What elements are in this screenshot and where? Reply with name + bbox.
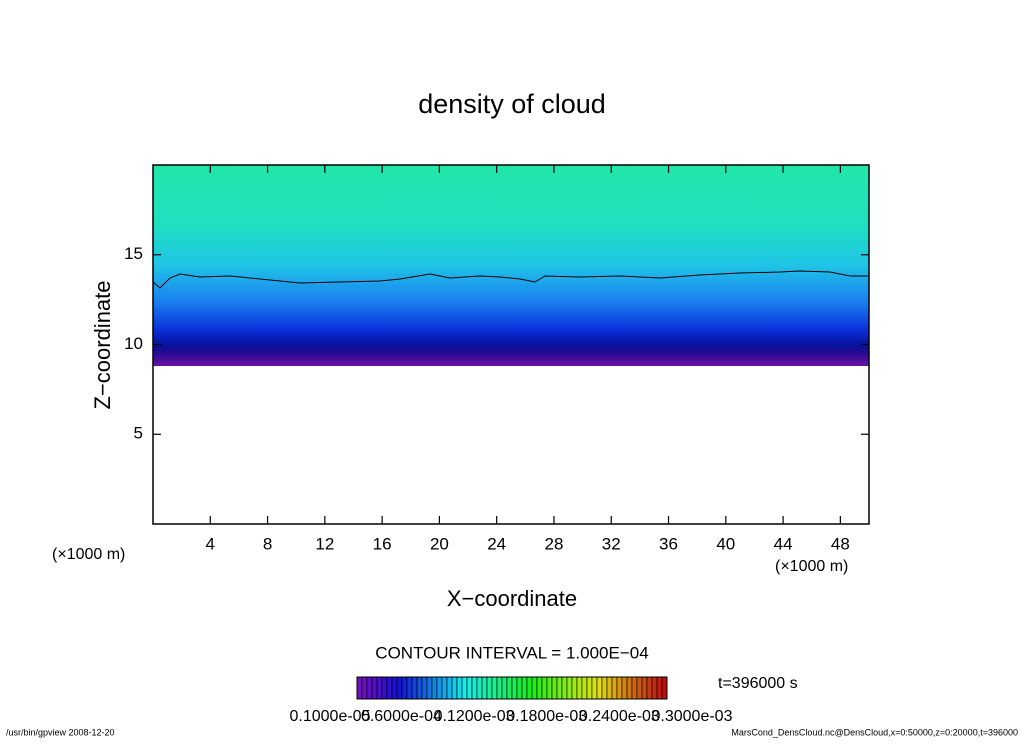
colorbar-cell [576, 676, 583, 700]
colorbar-cell [546, 676, 553, 700]
colorbar-cell [506, 676, 513, 700]
x-tick-label: 40 [716, 534, 735, 553]
colorbar-cell [646, 676, 653, 700]
colorbar-cell [366, 676, 373, 700]
chart-title: density of cloud [418, 89, 606, 119]
colorbar-cell [621, 676, 628, 700]
colorbar-cell [381, 676, 388, 700]
colorbar-label: 0.3000e-03 [652, 708, 733, 725]
density-field [153, 165, 869, 366]
colorbar-cell [601, 676, 608, 700]
x-tick-label: 48 [831, 534, 850, 553]
colorbar-cell [416, 676, 423, 700]
footer-right: MarsCond_DensCloud.nc@DensCloud,x=0:5000… [731, 727, 1018, 737]
colorbar-label: 0.1800e-03 [506, 708, 587, 725]
colorbar-cell [556, 676, 563, 700]
x-tick-label: 12 [315, 534, 334, 553]
colorbar-cell [561, 676, 568, 700]
colorbar-cell [591, 676, 598, 700]
colorbar-cell [451, 676, 458, 700]
x-axis-label: X−coordinate [447, 586, 577, 611]
colorbar-cell [446, 676, 453, 700]
colorbar-cell [641, 676, 648, 700]
x-tick-label: 8 [263, 534, 272, 553]
x-tick-label: 32 [602, 534, 621, 553]
colorbar-label: 0.6000e-04 [361, 708, 442, 725]
colorbar-cell [466, 676, 473, 700]
colorbar-cell [586, 676, 593, 700]
colorbar-cell [536, 676, 543, 700]
colorbar-cell [541, 676, 548, 700]
colorbar-cell [421, 676, 428, 700]
colorbar-cell [636, 676, 643, 700]
colorbar-cell [551, 676, 558, 700]
colorbar-cell [526, 676, 533, 700]
colorbar-cell [531, 676, 538, 700]
colorbar-cell [486, 676, 493, 700]
colorbar-cell [391, 676, 398, 700]
colorbar-cell [476, 676, 483, 700]
colorbar-label: 0.1200e-03 [434, 708, 515, 725]
colorbar-cell [596, 676, 603, 700]
colorbar-cell [491, 676, 498, 700]
colorbar-cell [441, 676, 448, 700]
colorbar-cell [456, 676, 463, 700]
colorbar-cell [501, 676, 508, 700]
colorbar-cell [386, 676, 393, 700]
x-tick-label: 16 [373, 534, 392, 553]
colorbar-cell [356, 676, 363, 700]
x-tick-label: 4 [206, 534, 215, 553]
y-tick-label: 5 [134, 424, 143, 443]
colorbar-cell [571, 676, 578, 700]
x-tick-label: 36 [659, 534, 678, 553]
colorbar-cell [481, 676, 488, 700]
colorbar-cell [431, 676, 438, 700]
colorbar-cell [406, 676, 413, 700]
colorbar-cell [606, 676, 613, 700]
footer-left: /usr/bin/gpview 2008-12-20 [6, 727, 115, 737]
colorbar: 0.1000e-050.6000e-040.1200e-030.1800e-03… [290, 676, 733, 725]
colorbar-cell [511, 676, 518, 700]
colorbar-cell [611, 676, 618, 700]
colorbar-cell [426, 676, 433, 700]
colorbar-cell [396, 676, 403, 700]
colorbar-cell [521, 676, 528, 700]
x-tick-label: 44 [774, 534, 793, 553]
contour-line [152, 270, 869, 289]
x-tick-label: 28 [544, 534, 563, 553]
colorbar-label: 0.2400e-03 [579, 708, 660, 725]
colorbar-cell [411, 676, 418, 700]
colorbar-cell [461, 676, 468, 700]
colorbar-cell [581, 676, 588, 700]
y-unit-label: (×1000 m) [52, 546, 125, 563]
contour-interval: CONTOUR INTERVAL = 1.000E−04 [375, 643, 648, 662]
colorbar-label: 0.1000e-05 [290, 708, 371, 725]
colorbar-cell [376, 676, 383, 700]
colorbar-cell [616, 676, 623, 700]
colorbar-cell [471, 676, 478, 700]
colorbar-cell [626, 676, 633, 700]
y-tick-label: 10 [124, 334, 143, 353]
colorbar-cell [631, 676, 638, 700]
colorbar-cell [436, 676, 443, 700]
colorbar-cell [371, 676, 378, 700]
colorbar-cell [401, 676, 408, 700]
x-tick-label: 24 [487, 534, 506, 553]
colorbar-frame [356, 676, 668, 700]
colorbar-cell [661, 676, 668, 700]
y-axis-label: Z−coordinate [90, 280, 115, 409]
colorbar-cell [656, 676, 663, 700]
x-tick-label: 20 [430, 534, 449, 553]
x-unit-label: (×1000 m) [775, 558, 848, 575]
colorbar-cell [361, 676, 368, 700]
colorbar-cell [651, 676, 658, 700]
time-label: t=396000 s [718, 675, 798, 692]
colorbar-cell [496, 676, 503, 700]
colorbar-cell [516, 676, 523, 700]
y-tick-label: 15 [124, 244, 143, 263]
colorbar-cell [566, 676, 573, 700]
